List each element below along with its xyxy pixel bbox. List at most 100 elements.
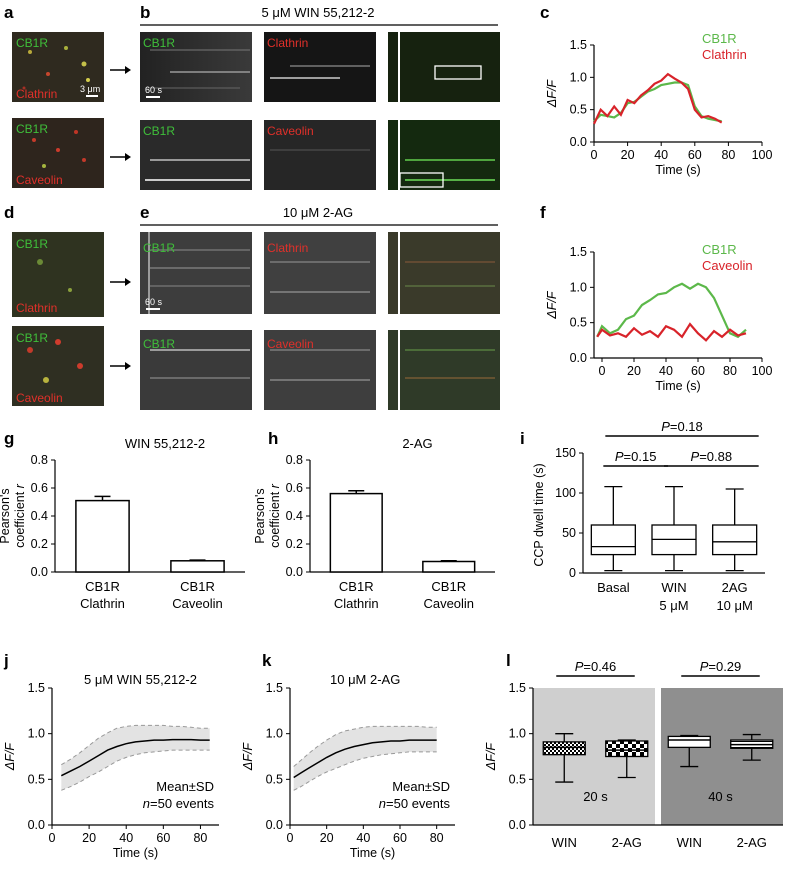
y-tick-label: 1.0 (570, 280, 587, 294)
annotation-line: n=50 events (379, 796, 451, 811)
label-caveolin: Caveolin (267, 124, 314, 138)
y-tick-label: 1.5 (570, 245, 587, 259)
x-tick-label: 0 (49, 831, 56, 845)
x-tick-label: 0 (599, 364, 606, 378)
panel-label-g: g (4, 429, 14, 448)
x-tick-label: 80 (723, 364, 737, 378)
y-tick-label: 0.5 (570, 316, 587, 330)
micrograph-d-clathrin: CB1R Clathrin (12, 232, 104, 317)
bar (170, 560, 225, 573)
annotation-line: Mean±SD (392, 779, 450, 794)
micrograph-a-clathrin: CB1R Clathrin 3 μm (12, 32, 104, 102)
x-axis-label: Time (s) (655, 379, 700, 393)
chart-title: 2-AG (402, 436, 432, 451)
annotation-line: n=50 events (143, 796, 215, 811)
category-label: 2-AG (737, 835, 767, 850)
panel-label-b: b (140, 3, 150, 22)
group-label: 20 s (583, 789, 608, 804)
y-tick-label: 1.5 (28, 681, 45, 695)
panel-label-e: e (140, 203, 149, 222)
label-cb1r: CB1R (16, 36, 48, 50)
group-background-40s (661, 688, 783, 825)
bar (75, 499, 130, 573)
y-tick-label: 0.8 (286, 453, 303, 467)
y-tick-label: 0.5 (266, 772, 283, 786)
y-tick-label: 1.5 (266, 681, 283, 695)
y-tick-label: 0.4 (286, 509, 303, 523)
category-label: WIN (661, 580, 686, 595)
x-tick-label: 0 (591, 148, 598, 162)
scale-bar-label: 3 μm (80, 84, 100, 94)
annotation-line: Mean±SD (156, 779, 214, 794)
series-line-clathrin (593, 72, 723, 125)
p-value-label: P=0.88 (691, 449, 733, 464)
label-clathrin: Clathrin (267, 36, 308, 50)
arrow-icon (110, 362, 131, 370)
y-tick-label: 0 (569, 566, 576, 580)
label-clathrin: Clathrin (16, 301, 57, 315)
p-value-label: P=0.46 (575, 659, 617, 674)
label-cb1r: CB1R (16, 331, 48, 345)
panel-label-a: a (4, 3, 14, 22)
kymograph-b-row1: CB1R 60 s Clathrin (140, 32, 500, 102)
x-tick-label: 40 (356, 831, 370, 845)
chart-c: 0.0 0.5 1.0 1.5 0 20 40 60 80 100 Time (s) ΔF/F CB1R… (545, 31, 772, 177)
y-tick-label: 1.5 (509, 681, 526, 695)
sd-band (61, 725, 210, 791)
chart-g: 0.0 0.2 0.4 0.6 0.8 WIN 55,212-2 Pearson'scoef… (0, 436, 245, 611)
category-label: CB1R (85, 579, 120, 594)
y-tick-label: 0.6 (31, 481, 48, 495)
arrow-icon (110, 66, 131, 74)
y-tick-label: 0.5 (28, 772, 45, 786)
p-value-label: P=0.29 (700, 659, 742, 674)
category-label: Clathrin (80, 596, 125, 611)
legend-entry-cb1r: CB1R (702, 242, 737, 257)
chart-h: 0.0 0.2 0.4 0.6 0.8 2-AG Pearson'scoefficient … (253, 436, 495, 611)
y-tick-label: 0.0 (509, 818, 526, 832)
category-label: CB1R (180, 579, 215, 594)
label-clathrin: Clathrin (16, 87, 57, 101)
y-tick-label: 0.0 (570, 351, 587, 365)
box (712, 524, 758, 556)
x-tick-label: 80 (430, 831, 444, 845)
series-line-caveolin (596, 322, 747, 342)
y-tick-label: 0.5 (570, 103, 587, 117)
category-label: WIN (677, 835, 702, 850)
micrograph-a2 (12, 118, 104, 188)
mean-line (293, 739, 437, 779)
panel-label-j: j (3, 651, 9, 670)
y-axis-label: Pearson'scoefficient r (253, 483, 282, 548)
y-tick-label: 0.8 (31, 453, 48, 467)
x-tick-label: 20 (320, 831, 334, 845)
scale-bar-label: 60 s (145, 85, 163, 95)
x-tick-label: 100 (752, 148, 773, 162)
chart-title: WIN 55,212-2 (125, 436, 205, 451)
micrograph-a1 (12, 32, 104, 102)
chart-title: 10 μM 2-AG (330, 672, 400, 687)
y-axis-label: ΔF/F (484, 742, 498, 771)
sd-band (293, 726, 437, 791)
legend-entry-caveolin: Caveolin (702, 258, 753, 273)
x-tick-label: 60 (156, 831, 170, 845)
bar (422, 560, 476, 573)
y-tick-label: 1.0 (570, 70, 587, 84)
header-b: 5 μM WIN 55,212-2 (262, 5, 375, 20)
y-tick-label: 0.2 (286, 537, 303, 551)
panel-label-i: i (520, 429, 525, 448)
y-tick-label: 1.0 (28, 727, 45, 741)
label-cb1r: CB1R (143, 124, 175, 138)
box (605, 740, 649, 758)
category-label: Caveolin (172, 596, 223, 611)
x-tick-label: 0 (287, 831, 294, 845)
chart-j: 0.0 0.5 1.0 1.5 0 20 40 60 80 Time (s) ΔF/F 5 μM WI… (3, 672, 219, 860)
box (667, 735, 711, 749)
y-tick-label: 1.5 (570, 38, 587, 52)
x-tick-label: 80 (193, 831, 207, 845)
chart-i: 0 50 100 150 CCP dwell time (s) Basal WIN 5 μM 2… (532, 419, 765, 613)
y-tick-label: 0.6 (286, 481, 303, 495)
scale-bar-label: 60 s (145, 297, 163, 307)
legend-entry-clathrin: Clathrin (702, 47, 747, 62)
label-cb1r: CB1R (143, 36, 175, 50)
x-tick-label: 20 (82, 831, 96, 845)
